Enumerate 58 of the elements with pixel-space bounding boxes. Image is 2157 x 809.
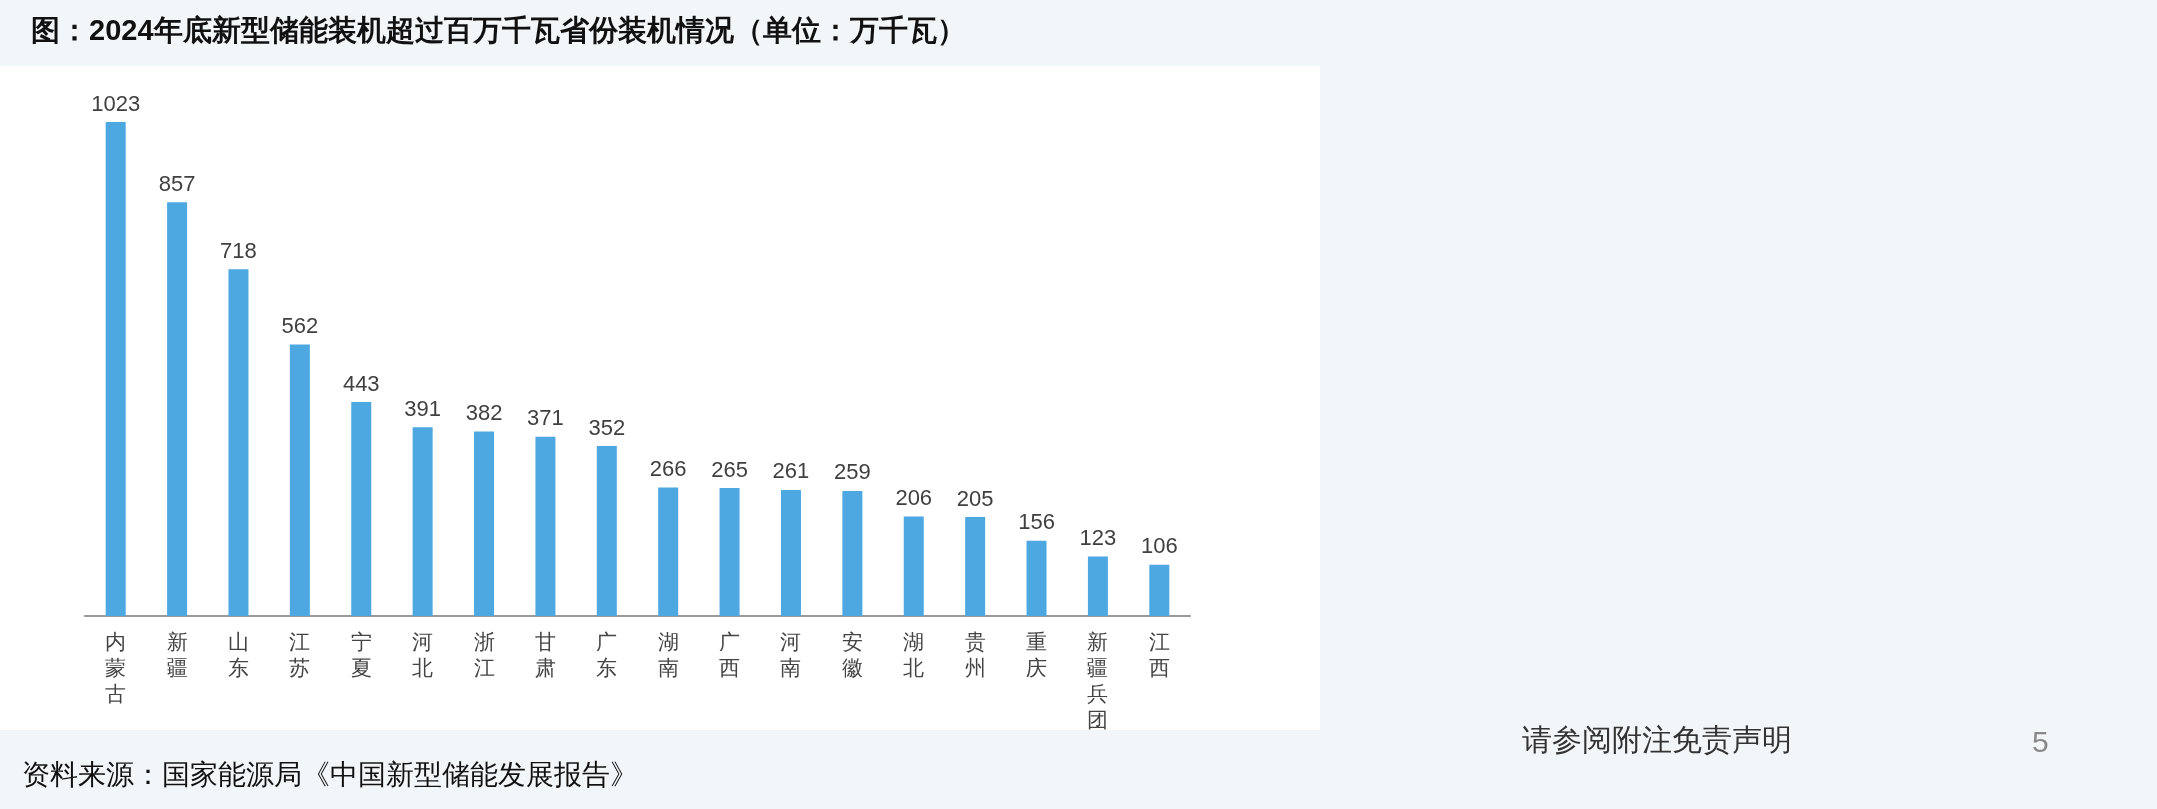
bar [105,122,126,616]
bar [474,431,495,616]
x-tick-label: 新疆 [166,629,188,679]
bar [658,487,679,616]
x-tick-label: 山东 [227,629,249,679]
data-label: 106 [1140,533,1178,559]
data-label: 265 [711,456,748,482]
x-tick-label: 河南 [780,629,802,679]
data-label: 718 [220,237,257,263]
x-tick-label: 浙江 [473,629,495,679]
bar [535,436,556,616]
data-label: 1023 [91,90,141,116]
data-label: 205 [956,485,994,511]
x-tick-label: 内蒙古 [105,629,127,705]
x-tick-label: 江苏 [289,629,311,679]
bar [780,489,801,616]
bar [167,202,188,616]
x-tick-label: 重庆 [1026,629,1048,679]
bar [412,427,433,616]
data-label: 261 [772,458,810,484]
x-tick-label: 甘肃 [534,629,556,679]
data-label: 123 [1079,525,1117,551]
data-label: 443 [342,370,380,396]
data-label: 857 [158,170,196,196]
x-tick-label: 宁夏 [350,629,372,679]
bar [965,517,986,616]
x-tick-label: 新疆兵团 [1087,629,1109,731]
data-label: 259 [834,459,871,485]
x-tick-label: 广西 [719,629,741,679]
x-tick-label: 安徽 [841,629,863,679]
x-tick-label: 湖北 [903,629,925,679]
bar [351,402,372,616]
data-label: 391 [404,395,441,421]
bar [1149,564,1170,616]
data-label: 266 [649,456,687,482]
bar [289,344,310,616]
text: 资料来源：国家能源局《中国新型储能发展报告》 [22,758,638,790]
data-label: 382 [465,400,503,426]
text: 5 [2032,724,2049,758]
bar [596,446,617,616]
x-tick-label: 广东 [596,629,618,679]
bar [1026,540,1047,616]
data-label: 371 [527,405,564,431]
bar [228,269,249,616]
x-tick-label: 河北 [412,629,434,679]
bar [719,488,740,616]
x-tick-label: 江西 [1148,629,1170,679]
chart-title: 图：2024年底新型储能装机超过百万千瓦省份装机情况（单位：万千瓦） [31,13,966,46]
x-tick-label: 湖南 [657,629,679,679]
text: 请参阅附注免责声明 [1522,722,1792,756]
data-label: 562 [281,313,319,339]
data-label: 206 [895,485,933,511]
data-label: 352 [588,414,626,440]
x-tick-label: 贵州 [964,629,986,679]
bar [842,490,863,616]
bar [903,516,924,616]
bar [1087,556,1108,616]
data-label: 156 [1018,509,1055,535]
